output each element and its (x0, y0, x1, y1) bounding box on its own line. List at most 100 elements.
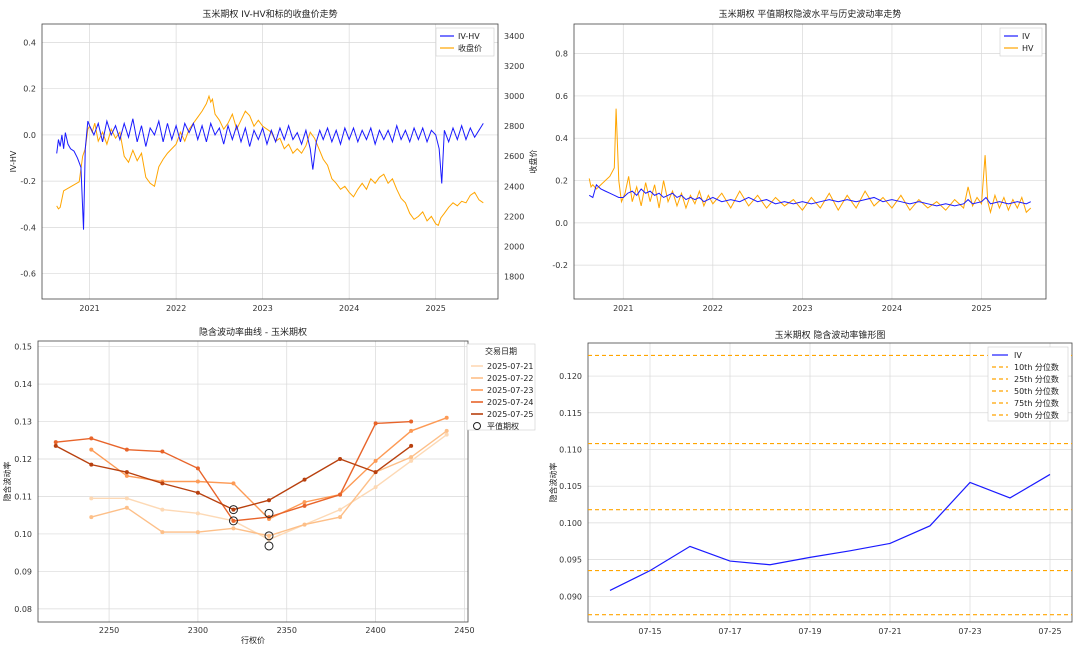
data-point (444, 432, 449, 437)
y-tick-label: 0.8 (555, 50, 568, 59)
x-tick-label: 07-23 (958, 627, 981, 636)
legend-label-percentile: 50th 分位数 (1014, 386, 1059, 396)
x-tick-label: 2450 (454, 626, 474, 635)
y-tick-label: 0.2 (555, 177, 568, 186)
series-iv-line (588, 183, 1031, 207)
y-tick-label: 0.105 (559, 482, 582, 491)
legend-label-percentile: 25th 分位数 (1014, 374, 1059, 384)
series-iv-line (609, 473, 1051, 591)
data-point (89, 462, 94, 467)
x-tick-label: 07-21 (878, 627, 901, 636)
plot-frame (587, 342, 1073, 623)
data-point (409, 458, 414, 463)
legend-label: 2025-07-24 (487, 398, 534, 407)
x-tick-label: 2250 (99, 626, 119, 635)
x-tick-label: 2024 (882, 304, 902, 313)
y-tick-label: 0.100 (559, 519, 582, 528)
x-tick-label: 2021 (613, 304, 633, 313)
y-tick-label: 0.09 (14, 567, 32, 576)
y-tick-label: 0.14 (14, 380, 32, 389)
data-point (266, 533, 271, 538)
x-axis-label: 行权价 (241, 635, 265, 645)
y-right-tick-label: 1800 (504, 272, 524, 281)
chart-title: 隐含波动率曲线 - 玉米期权 (199, 326, 307, 338)
data-point (195, 479, 200, 484)
legend-label-atm: 平值期权 (487, 421, 519, 431)
atm-marker (264, 508, 274, 518)
atm-marker (228, 516, 238, 526)
data-point (195, 511, 200, 516)
y-tick-label: 0.6 (555, 92, 568, 101)
y-right-tick-label: 2400 (504, 182, 524, 191)
x-tick-label: 07-19 (798, 627, 821, 636)
data-point (89, 496, 94, 501)
data-point (124, 496, 129, 501)
data-point (302, 477, 307, 482)
data-point (195, 466, 200, 471)
data-point (89, 447, 94, 452)
y-tick-label: 0.110 (559, 445, 582, 454)
y-tick-label: -0.4 (20, 223, 36, 232)
data-point (231, 507, 236, 512)
y-tick-label: 0.090 (559, 592, 582, 601)
data-point (373, 458, 378, 463)
data-point (124, 505, 129, 510)
data-point (89, 515, 94, 520)
y-tick-label: 0.13 (14, 418, 32, 427)
y-tick-label: 0.0 (555, 219, 568, 228)
data-point (160, 481, 165, 486)
series-price-line (56, 94, 484, 227)
data-point (124, 470, 129, 475)
y-axis-label: 隐含波动率 (548, 463, 558, 503)
data-point (338, 507, 343, 512)
legend-label-percentile: 10th 分位数 (1014, 362, 1059, 372)
y-tick-label: 0.115 (559, 409, 582, 418)
x-tick-label: 2021 (79, 304, 99, 313)
y-tick-label: 0.10 (14, 530, 32, 539)
data-point (231, 518, 236, 523)
y-tick-label: -0.6 (20, 270, 36, 279)
data-point (53, 443, 58, 448)
plot-frame (573, 23, 1047, 300)
data-point (444, 428, 449, 433)
atm-marker (264, 531, 274, 541)
data-point (160, 507, 165, 512)
plot-frame (37, 340, 469, 623)
legend-box (435, 27, 495, 57)
y-tick-label: 0.0 (23, 131, 36, 140)
chart-title: 玉米期权 平值期权隐波水平与历史波动率走势 (719, 8, 902, 20)
legend-label-price: 收盘价 (458, 43, 482, 53)
x-tick-label: 2025 (426, 304, 446, 313)
chart-iv-hv-price: 2021 2022 2023 2024 2025 -0.6 -0.4 -0.2 0.0 0.2 0.… (9, 8, 538, 313)
legend-label-hv: HV (1022, 44, 1034, 53)
legend-box (466, 343, 536, 431)
atm-marker (264, 541, 274, 551)
chart-title: 玉米期权 隐含波动率锥形图 (775, 329, 886, 341)
y-tick-label: 0.095 (559, 556, 582, 565)
data-point (231, 526, 236, 531)
chart-title: 玉米期权 IV-HV和标的收盘价走势 (202, 8, 337, 20)
x-tick-label: 2022 (166, 304, 186, 313)
y-tick-label: -0.2 (20, 177, 36, 186)
y-right-tick-label: 3000 (504, 92, 524, 101)
y-tick-label: 0.4 (555, 134, 568, 143)
atm-marker (228, 505, 238, 515)
chart-iv-hv-trend: 2021 2022 2023 2024 2025 -0.2 0.0 0.2 0.4 0.6 0.8 玉… (552, 8, 1047, 313)
x-tick-label: 07-15 (638, 627, 661, 636)
data-point (53, 440, 58, 445)
data-point (195, 490, 200, 495)
data-point (124, 447, 129, 452)
legend-label-iv: IV (1022, 32, 1030, 41)
x-tick-label: 07-25 (1038, 627, 1061, 636)
data-point (444, 415, 449, 420)
data-point (338, 492, 343, 497)
y-axis-label: 隐含波动率 (2, 462, 12, 502)
y-tick-label: 0.120 (559, 372, 582, 381)
chart-iv-cone: 07-15 07-17 07-19 07-21 07-23 07-25 0.090 0.095… (548, 329, 1073, 636)
y-axis-label: IV-HV (9, 150, 18, 172)
data-point (266, 498, 271, 503)
y-right-axis-label: 收盘价 (528, 150, 538, 174)
y-right-tick-label: 3400 (504, 32, 524, 41)
data-point (160, 449, 165, 454)
legend-label: 2025-07-21 (487, 362, 534, 371)
